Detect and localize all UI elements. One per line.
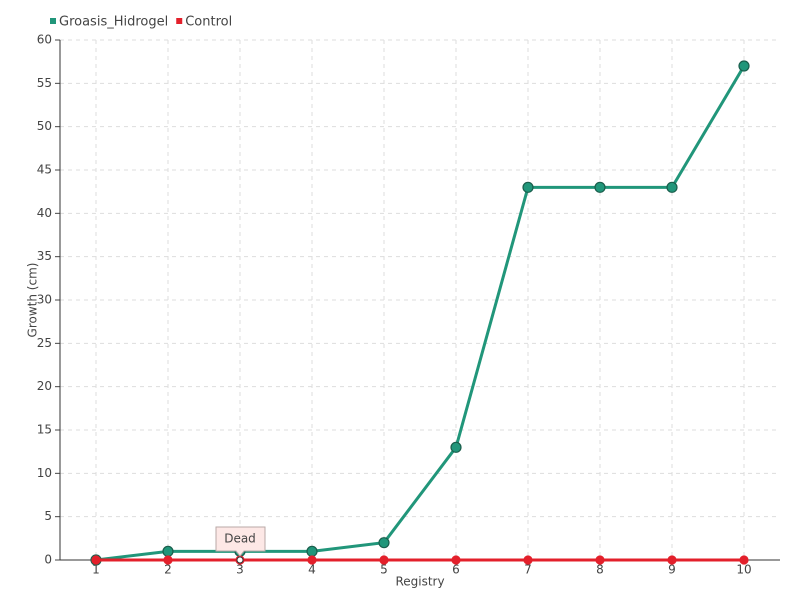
y-tick-label: 15 <box>37 423 52 437</box>
y-tick-label: 60 <box>37 33 52 47</box>
y-tick-label: 35 <box>37 249 52 263</box>
annotation-box <box>215 526 266 557</box>
annotation: Dead <box>215 526 266 564</box>
data-point <box>666 181 678 193</box>
data-point <box>739 555 749 565</box>
data-point <box>163 555 173 565</box>
y-tick-label: 10 <box>37 466 52 480</box>
x-tick-label: 9 <box>668 563 676 577</box>
x-tick-label: 8 <box>596 563 604 577</box>
legend-swatch <box>50 18 56 24</box>
x-tick-label: 1 <box>92 563 100 577</box>
y-tick-label: 0 <box>44 553 52 567</box>
y-tick-label: 55 <box>37 76 52 90</box>
data-point <box>738 60 750 72</box>
data-point <box>595 555 605 565</box>
x-tick-label: 2 <box>164 563 172 577</box>
legend-label: Control <box>185 15 232 30</box>
data-point <box>378 537 390 549</box>
y-tick-label: 30 <box>37 293 52 307</box>
x-tick-label: 10 <box>736 563 751 577</box>
y-tick-label: 5 <box>44 509 52 523</box>
y-tick-label: 40 <box>37 206 52 220</box>
y-axis-label: Growth (cm) <box>26 263 40 338</box>
y-tick-label: 45 <box>37 163 52 177</box>
x-tick-label: 6 <box>452 563 460 577</box>
data-point <box>91 555 101 565</box>
x-tick-label: 3 <box>236 563 244 577</box>
legend-item[interactable]: Control <box>176 15 232 30</box>
legend-item[interactable]: Groasis_Hidrogel <box>50 15 168 30</box>
annotation-point <box>236 556 244 564</box>
x-axis-label: Registry <box>395 575 444 589</box>
x-tick-label: 4 <box>308 563 316 577</box>
series-line <box>95 65 746 562</box>
data-point <box>162 545 174 557</box>
data-point <box>667 555 677 565</box>
legend-label: Groasis_Hidrogel <box>59 15 168 30</box>
y-tick-label: 25 <box>37 336 52 350</box>
data-point <box>594 181 606 193</box>
data-point <box>307 555 317 565</box>
x-tick-label: 5 <box>380 563 388 577</box>
legend-swatch <box>176 18 183 24</box>
annotation-label: Dead <box>224 532 256 546</box>
data-point <box>450 441 462 453</box>
data-point <box>379 555 389 565</box>
x-tick-label: 7 <box>524 563 532 577</box>
data-point <box>523 555 533 565</box>
y-tick-label: 50 <box>37 119 52 133</box>
data-point <box>306 545 318 557</box>
data-point <box>522 181 534 193</box>
y-tick-label: 20 <box>37 379 52 393</box>
data-point <box>451 555 461 565</box>
